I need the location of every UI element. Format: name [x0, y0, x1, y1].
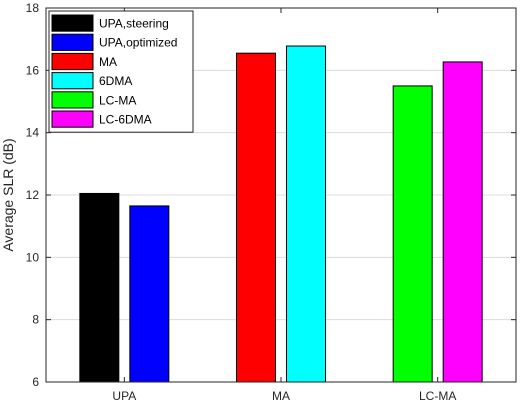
- legend-label-lc-6dma: LC-6DMA: [99, 113, 152, 127]
- y-tick-label-8: 8: [32, 313, 39, 327]
- bar-ma: [236, 52, 276, 383]
- bar-6dma: [286, 45, 326, 383]
- legend-swatch-lc-ma: [51, 91, 94, 109]
- legend-label-6dma: 6DMA: [99, 74, 132, 88]
- bar-lc-6dma: [442, 61, 483, 383]
- x-tick-label-ma: MA: [272, 389, 290, 403]
- bars: [79, 45, 483, 383]
- bar-lc-ma: [392, 85, 433, 383]
- x-tick-label-lc-ma: LC-MA: [419, 389, 456, 403]
- legend-swatch-upa-steering: [51, 14, 94, 32]
- y-tick-label-10: 10: [26, 250, 40, 264]
- y-tick-label-12: 12: [26, 188, 40, 202]
- legend-label-upa-optimized: UPA,optimized: [99, 36, 177, 50]
- legend-swatch-lc-6dma: [51, 110, 94, 128]
- legend-label-lc-ma: LC-MA: [99, 93, 136, 107]
- legend: UPA,steering UPA,optimized MA 6DMA LC-MA LC-6…: [48, 10, 194, 133]
- y-axis: 6 8 10 12 14 16 18: [26, 1, 516, 389]
- legend-label-ma: MA: [99, 55, 117, 69]
- legend-label-upa-steering: UPA,steering: [99, 17, 169, 31]
- y-tick-label-18: 18: [26, 1, 40, 15]
- y-tick-label-16: 16: [26, 63, 40, 77]
- bar-upa-optimized: [129, 205, 170, 383]
- y-tick-label-6: 6: [32, 375, 39, 389]
- y-tick-label-14: 14: [26, 126, 40, 140]
- bar-upa-steering: [79, 192, 120, 383]
- legend-swatch-ma: [51, 52, 94, 71]
- legend-swatch-6dma: [51, 72, 94, 90]
- legend-swatch-upa-optimized: [51, 33, 94, 51]
- x-tick-label-upa: UPA: [112, 389, 136, 403]
- x-axis: UPA MA LC-MA: [112, 8, 456, 403]
- y-axis-title: Average SLR (dB): [0, 138, 16, 251]
